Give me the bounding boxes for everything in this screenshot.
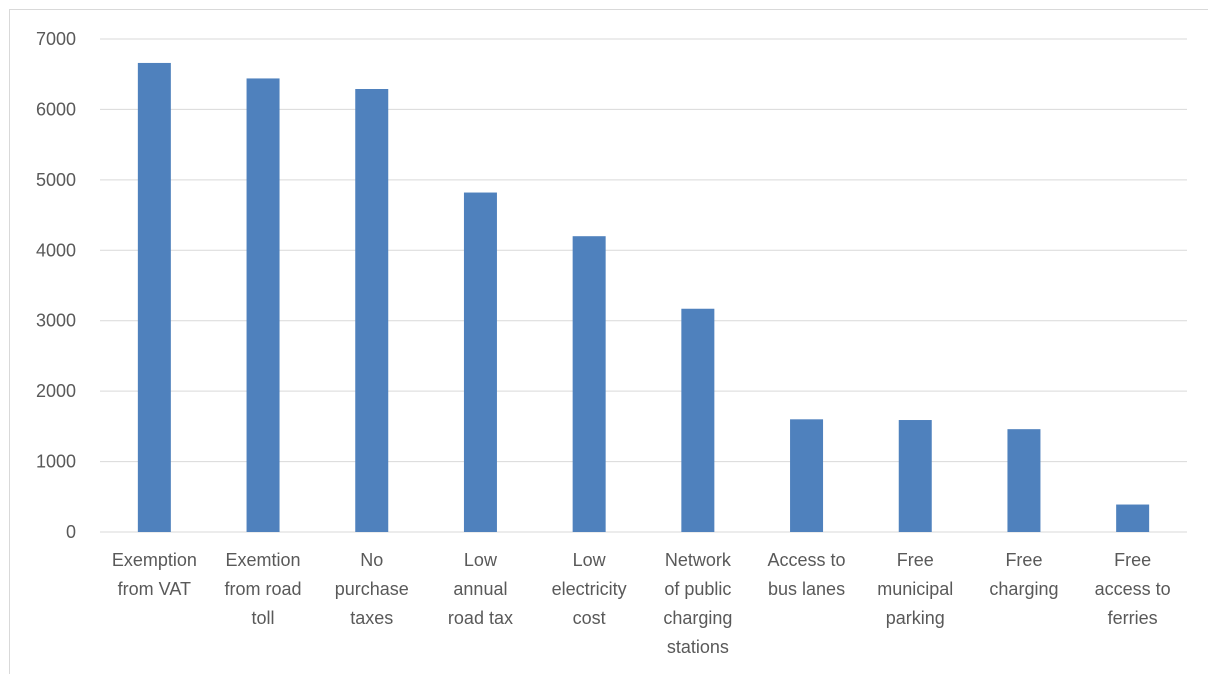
x-category-label-line: ferries (1108, 608, 1158, 628)
y-tick-label: 2000 (36, 381, 76, 401)
y-tick-label: 4000 (36, 240, 76, 260)
y-tick-label: 6000 (36, 99, 76, 119)
x-category-label-line: from road (225, 579, 302, 599)
x-category-label: Low electricity cost (552, 550, 627, 628)
x-category-label-line: of public (664, 579, 731, 599)
y-tick-label: 5000 (36, 170, 76, 190)
x-category-label-line: Access to (768, 550, 846, 570)
x-category-label: Exemption from VAT (112, 550, 197, 599)
x-category-label: Exemtion from road toll (225, 550, 302, 628)
x-category-label-line: taxes (350, 608, 393, 628)
x-axis-category-labels: Exemption from VAT Exemtion from road toll No… (112, 550, 1171, 657)
bar (137, 62, 171, 533)
x-category-label-line: electricity (552, 579, 627, 599)
x-category-label: Low annual road tax (448, 550, 513, 628)
x-category-label-line: Free (1114, 550, 1151, 570)
x-category-label-line: access to (1095, 579, 1171, 599)
y-axis-ticks: 0 1000 2000 3000 4000 5000 6000 7000 (36, 29, 76, 542)
x-category-label-line: toll (252, 608, 275, 628)
bar (1116, 504, 1150, 532)
x-category-label-line: annual (453, 579, 507, 599)
y-tick-label: 7000 (36, 29, 76, 49)
y-tick-label: 3000 (36, 311, 76, 331)
bars (137, 62, 1150, 533)
x-category-label-line: bus lanes (768, 579, 845, 599)
x-category-label-line: Exemption (112, 550, 197, 570)
chart-frame (9, 9, 1208, 674)
x-category-label-line: charging (989, 579, 1058, 599)
bar (1007, 429, 1041, 532)
bar (246, 78, 280, 532)
x-category-label: Free municipal parking (877, 550, 953, 628)
x-category-label-line: Exemtion (226, 550, 301, 570)
bar (463, 192, 497, 532)
x-category-label-line: Low (573, 550, 607, 570)
x-category-label: Free access to ferries (1095, 550, 1171, 628)
y-tick-label: 1000 (36, 452, 76, 472)
x-category-label: No purchase taxes (335, 550, 409, 628)
x-category-label-line: purchase (335, 579, 409, 599)
bar (898, 420, 932, 532)
grid-lines (100, 38, 1187, 533)
x-category-label-line: from VAT (118, 579, 191, 599)
y-tick-label: 0 (66, 522, 76, 542)
bar (572, 236, 606, 532)
x-category-label: Network of public charging stations (663, 550, 732, 657)
x-category-label: Access to bus lanes (768, 550, 846, 599)
bar (790, 419, 824, 532)
bar (681, 308, 715, 532)
x-category-label-line: cost (573, 608, 606, 628)
bar (355, 89, 389, 533)
x-category-label-line: Low (464, 550, 498, 570)
x-category-label-line: Free (897, 550, 934, 570)
x-category-label: Free charging (989, 550, 1058, 599)
x-category-label-line: charging (663, 608, 732, 628)
x-category-label-line: Network (665, 550, 732, 570)
x-category-label-line: municipal (877, 579, 953, 599)
x-category-label-line: road tax (448, 608, 513, 628)
x-category-label-line: parking (886, 608, 945, 628)
x-category-label-line: stations (667, 637, 729, 657)
x-category-label-line: Free (1005, 550, 1042, 570)
x-category-label-line: No (360, 550, 383, 570)
